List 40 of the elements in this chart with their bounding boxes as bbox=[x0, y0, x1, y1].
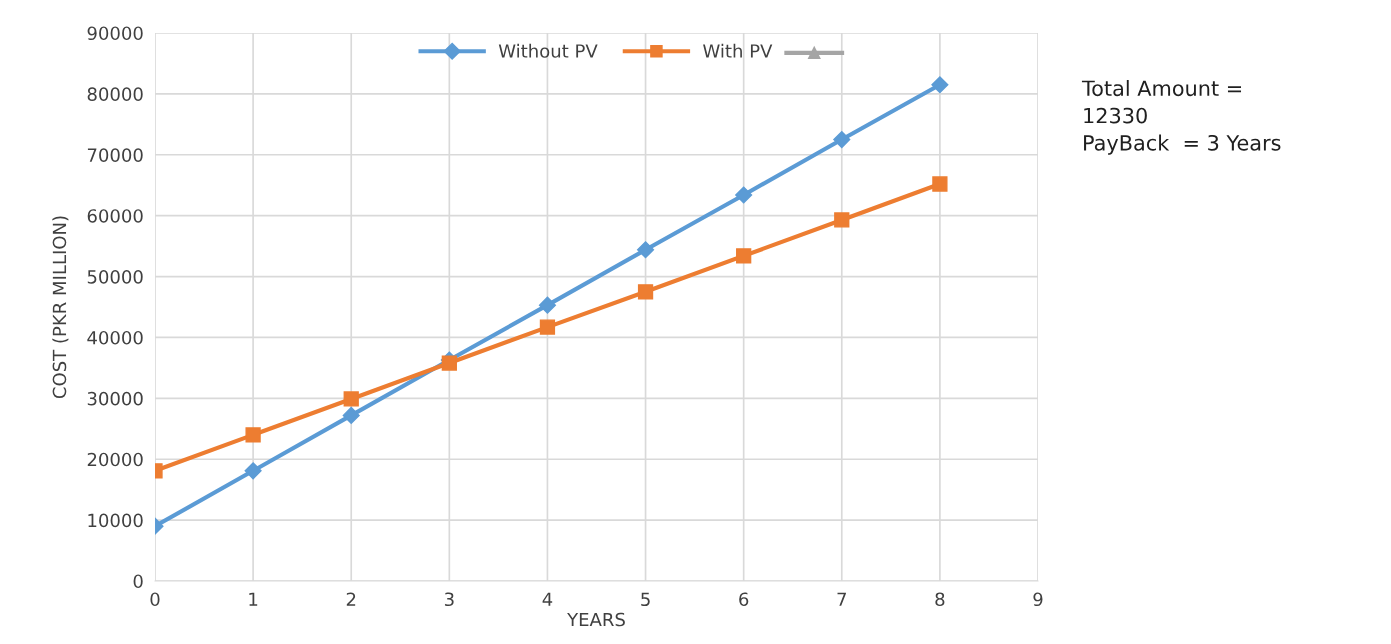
point bbox=[932, 176, 948, 192]
point bbox=[244, 462, 262, 480]
point bbox=[342, 406, 360, 424]
point bbox=[637, 241, 655, 259]
x-tick-label: 5 bbox=[641, 592, 650, 607]
point bbox=[538, 296, 556, 314]
text: Total Amount = 12330 PayBack = 3 Years bbox=[1081, 80, 1281, 155]
y-tick-label: 30000 bbox=[87, 391, 143, 406]
x-tick-label: 6 bbox=[739, 592, 749, 607]
y-tick-label: 50000 bbox=[87, 270, 143, 284]
point bbox=[441, 355, 457, 371]
legend-label: With PV bbox=[703, 43, 773, 58]
x-tick-label: 3 bbox=[444, 592, 454, 607]
x-tick-label: 9 bbox=[1033, 592, 1043, 607]
legend-label: Without PV bbox=[498, 43, 598, 58]
x-tick-label: 4 bbox=[542, 592, 553, 606]
y-tick-label: 20000 bbox=[87, 452, 143, 467]
point bbox=[735, 186, 753, 204]
x-axis-title: YEARS bbox=[567, 612, 625, 627]
y-tick-label: 60000 bbox=[87, 209, 143, 223]
x-tick-label: 2 bbox=[346, 592, 356, 606]
y-tick-label: 90000 bbox=[87, 26, 143, 41]
x-tick-label: 8 bbox=[935, 592, 945, 607]
y-tick-label: 70000 bbox=[87, 148, 143, 162]
x-tick-label: 0 bbox=[150, 592, 160, 607]
point bbox=[343, 391, 359, 407]
point bbox=[637, 284, 654, 300]
x-tick-label: 1 bbox=[249, 592, 258, 606]
point bbox=[834, 212, 850, 228]
y-axis-title: COST (PKR MILLION) bbox=[52, 216, 69, 399]
y-tick-label: 0 bbox=[133, 574, 143, 589]
point bbox=[833, 131, 851, 149]
y-tick-label: 10000 bbox=[88, 513, 143, 528]
point bbox=[736, 248, 752, 264]
y-tick-label: 80000 bbox=[87, 87, 143, 102]
point bbox=[245, 427, 261, 443]
y-tick-label: 40000 bbox=[87, 330, 143, 345]
point bbox=[931, 76, 949, 94]
x-tick-label: 7 bbox=[837, 592, 846, 606]
point bbox=[539, 319, 556, 335]
